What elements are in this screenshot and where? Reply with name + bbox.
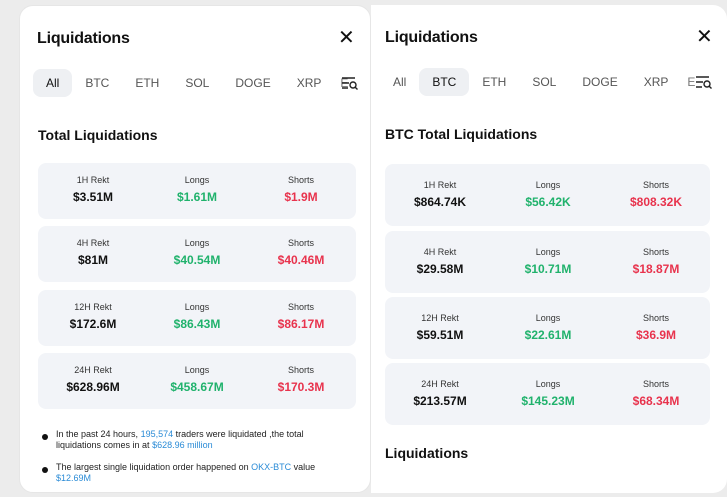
longs-value: $22.61M: [524, 328, 572, 342]
longs-value: $458.67M: [170, 380, 224, 394]
tab-doge[interactable]: DOGE: [582, 75, 618, 89]
period-label: 4H Rekt: [423, 247, 457, 257]
note-text: The largest single liquidation order hap…: [56, 462, 252, 472]
liquidations-panel-btc: Liquidations ✕ All BTC ETH SOL DOGE XRP …: [371, 5, 727, 493]
total-value: $628.96M: [66, 380, 120, 394]
tab-all[interactable]: All: [393, 75, 407, 89]
note-text: In the past 24 hours,: [56, 429, 141, 439]
liquidations-panel-all: Liquidations ✕ All BTC ETH SOL DOGE XRP …: [19, 5, 371, 493]
shorts-value: $170.3M: [277, 380, 325, 394]
total-amount-link[interactable]: $628.96 million: [152, 440, 213, 450]
panel-title: Liquidations: [385, 29, 478, 46]
period-label: 24H Rekt: [74, 365, 112, 375]
longs-label: Longs: [535, 379, 561, 389]
note-text: value: [291, 462, 316, 472]
filter-search-icon[interactable]: [695, 73, 713, 91]
rekt-card: 12H Rekt $172.6M Longs $86.43M Shorts $86.1…: [38, 290, 356, 346]
longs-label: Longs: [535, 180, 561, 190]
longs-label: Longs: [184, 365, 210, 375]
tab-doge[interactable]: DOGE: [235, 76, 271, 90]
total-value: $864.74K: [413, 195, 467, 209]
shorts-value: $1.9M: [284, 190, 318, 204]
shorts-label: Shorts: [287, 365, 314, 375]
rekt-card: 1H Rekt $864.74K Longs $56.42K Shorts $808.…: [385, 164, 710, 226]
tab-all[interactable]: All: [33, 69, 73, 97]
longs-value: $40.54M: [173, 253, 221, 267]
total-value: $81M: [77, 253, 109, 267]
period-label: 12H Rekt: [421, 313, 459, 323]
summary-note: In the past 24 hours, 195,574 traders we…: [38, 429, 348, 451]
filter-search-icon[interactable]: [341, 74, 359, 92]
rekt-card: 4H Rekt $29.58M Longs $10.71M Shorts $18.87…: [385, 231, 710, 293]
rekt-card: 1H Rekt $3.51M Longs $1.61M Shorts $1.9M: [38, 163, 356, 219]
shorts-label: Shorts: [642, 247, 669, 257]
tab-sol[interactable]: SOL: [532, 75, 557, 89]
shorts-label: Shorts: [642, 180, 669, 190]
panel-title: Liquidations: [37, 30, 130, 47]
period-label: 4H Rekt: [76, 238, 110, 248]
shorts-value: $68.34M: [632, 394, 680, 408]
shorts-value: $18.87M: [632, 262, 680, 276]
subsection-title: Liquidations: [385, 445, 469, 461]
period-label: 24H Rekt: [421, 379, 459, 389]
total-value: $172.6M: [69, 317, 117, 331]
order-amount-link[interactable]: $12.69M: [56, 473, 92, 483]
tab-btc[interactable]: BTC: [85, 76, 110, 90]
total-value: $59.51M: [416, 328, 464, 342]
tab-xrp[interactable]: XRP: [296, 76, 322, 90]
total-value: $3.51M: [72, 190, 114, 204]
period-label: 1H Rekt: [76, 175, 110, 185]
rekt-card: 24H Rekt $213.57M Longs $145.23M Shorts $68…: [385, 363, 710, 425]
shorts-value: $86.17M: [277, 317, 325, 331]
longs-value: $1.61M: [176, 190, 218, 204]
longs-value: $86.43M: [173, 317, 221, 331]
section-title: BTC Total Liquidations: [385, 126, 538, 142]
longs-value: $145.23M: [521, 394, 575, 408]
note-text: traders were liquidated ,the total liqui…: [56, 429, 304, 450]
shorts-label: Shorts: [287, 238, 314, 248]
longs-label: Longs: [535, 247, 561, 257]
period-label: 12H Rekt: [74, 302, 112, 312]
shorts-value: $808.32K: [629, 195, 683, 209]
longs-label: Longs: [184, 302, 210, 312]
shorts-value: $36.9M: [635, 328, 677, 342]
longs-value: $10.71M: [524, 262, 572, 276]
tab-xrp[interactable]: XRP: [643, 75, 669, 89]
tab-eth[interactable]: ETH: [135, 76, 160, 90]
shorts-value: $40.46M: [277, 253, 325, 267]
shorts-label: Shorts: [642, 313, 669, 323]
longs-label: Longs: [535, 313, 561, 323]
asset-tabs: All BTC ETH SOL DOGE XRP E: [33, 68, 358, 98]
close-icon[interactable]: ✕: [338, 27, 355, 49]
rekt-card: 24H Rekt $628.96M Longs $458.67M Shorts $17…: [38, 353, 356, 409]
longs-label: Longs: [184, 175, 210, 185]
close-icon[interactable]: ✕: [696, 26, 713, 48]
bullet-icon: [42, 467, 48, 473]
tab-sol[interactable]: SOL: [185, 76, 210, 90]
longs-value: $56.42K: [525, 195, 571, 209]
section-title: Total Liquidations: [38, 127, 158, 143]
bullet-icon: [42, 434, 48, 440]
asset-tabs: All BTC ETH SOL DOGE XRP E: [380, 67, 705, 97]
shorts-label: Shorts: [287, 175, 314, 185]
shorts-label: Shorts: [287, 302, 314, 312]
longs-label: Longs: [184, 238, 210, 248]
pair-link[interactable]: OKX-BTC: [251, 462, 292, 472]
total-value: $213.57M: [413, 394, 467, 408]
traders-count-link[interactable]: 195,574: [140, 429, 174, 439]
total-value: $29.58M: [416, 262, 464, 276]
shorts-label: Shorts: [642, 379, 669, 389]
tab-truncated[interactable]: E: [687, 75, 696, 89]
largest-order-note: The largest single liquidation order hap…: [38, 462, 348, 484]
rekt-card: 4H Rekt $81M Longs $40.54M Shorts $40.46M: [38, 226, 356, 282]
tab-btc[interactable]: BTC: [419, 68, 470, 96]
rekt-card: 12H Rekt $59.51M Longs $22.61M Shorts $36.9…: [385, 297, 710, 359]
period-label: 1H Rekt: [423, 180, 457, 190]
tab-eth[interactable]: ETH: [482, 75, 507, 89]
